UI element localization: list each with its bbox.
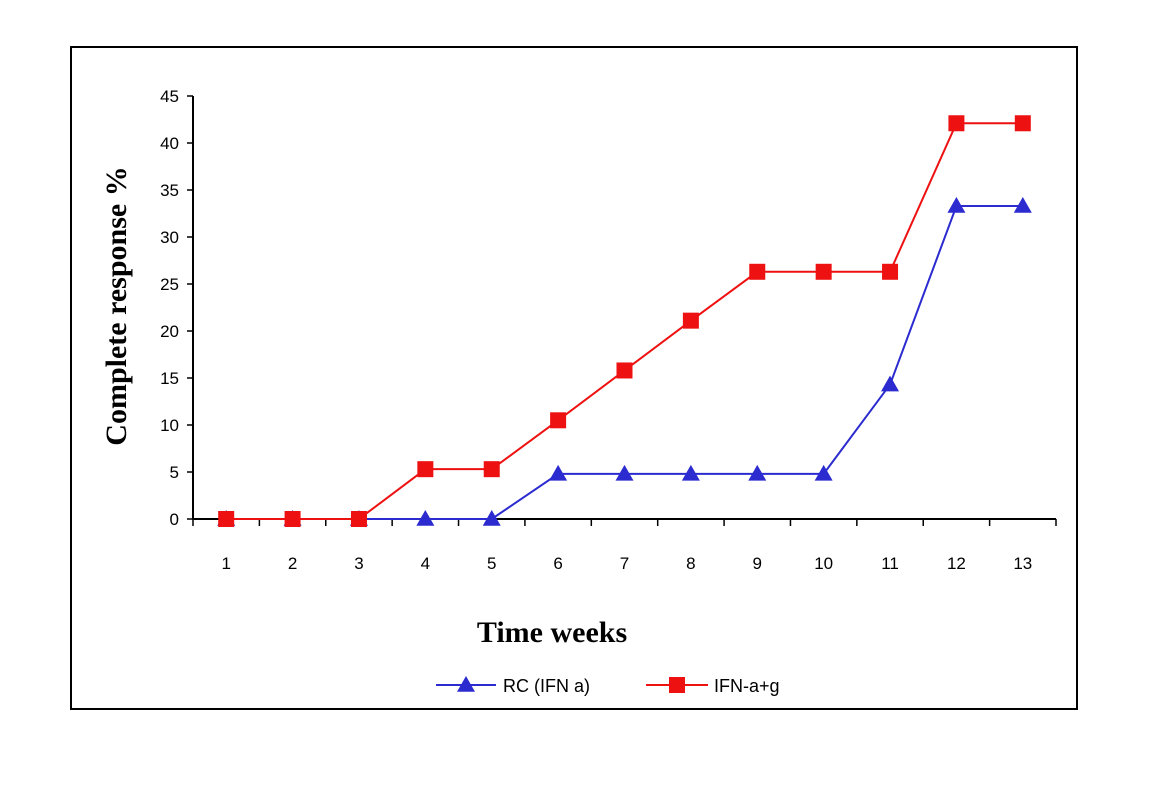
data-point: [284, 511, 301, 527]
data-point: [1013, 196, 1032, 213]
data-point: [749, 263, 766, 280]
data-point: [682, 312, 699, 329]
x-tick-label: 6: [553, 554, 562, 573]
x-tick-label: 12: [947, 554, 966, 573]
legend-marker: [457, 676, 475, 692]
x-tick-label: 10: [814, 554, 833, 573]
data-point: [1014, 115, 1031, 132]
x-tick-label: 8: [686, 554, 695, 573]
y-tick-label: 0: [170, 510, 179, 529]
legend-marker: [669, 677, 685, 693]
x-tick-label: 13: [1013, 554, 1032, 573]
series-layer: [217, 115, 1032, 527]
data-point: [416, 510, 435, 526]
data-point: [218, 511, 235, 527]
data-point: [681, 464, 700, 481]
x-tick-label: 11: [881, 554, 899, 573]
x-tick-label: 7: [620, 554, 629, 573]
legend-label: IFN-a+g: [714, 676, 780, 696]
data-point: [881, 375, 900, 392]
series-ifn-a-g: [218, 115, 1031, 527]
data-point: [350, 511, 367, 527]
y-tick-label: 45: [160, 87, 179, 106]
legend-item: IFN-a+g: [646, 676, 780, 696]
y-axis-title: Complete response %: [100, 166, 133, 445]
data-point: [482, 510, 501, 526]
data-point: [549, 464, 568, 481]
data-point: [815, 263, 832, 280]
data-point: [616, 362, 633, 379]
data-point: [550, 412, 567, 429]
data-point: [814, 464, 833, 481]
series-rc-ifn-a: [217, 196, 1032, 526]
legend-item: RC (IFN a): [436, 676, 590, 696]
data-point: [882, 263, 899, 280]
x-tick-label: 5: [487, 554, 496, 573]
x-tick-label: 2: [288, 554, 297, 573]
y-tick-label: 5: [170, 463, 179, 482]
x-tick-label: 4: [421, 554, 430, 573]
x-tick-label: 3: [354, 554, 363, 573]
y-tick-label: 25: [160, 275, 179, 294]
series-line: [226, 122, 1023, 520]
data-point: [947, 196, 966, 213]
legend-label: RC (IFN a): [503, 676, 590, 696]
y-tick-label: 10: [160, 416, 179, 435]
x-axis-title: Time weeks: [477, 616, 627, 649]
y-tick-label: 20: [160, 322, 179, 341]
y-tick-label: 35: [160, 181, 179, 200]
data-point: [948, 115, 965, 132]
data-point: [417, 461, 434, 478]
legend: RC (IFN a) IFN-a+g: [436, 676, 780, 696]
y-tick-label: 15: [160, 369, 179, 388]
data-point: [483, 461, 500, 478]
data-point: [615, 464, 634, 481]
x-tick-label: 1: [221, 554, 230, 573]
y-tick-label: 30: [160, 228, 179, 247]
x-tick-label: 9: [753, 554, 762, 573]
data-point: [748, 464, 767, 481]
chart-frame: [70, 46, 1078, 710]
y-tick-label: 40: [160, 134, 179, 153]
